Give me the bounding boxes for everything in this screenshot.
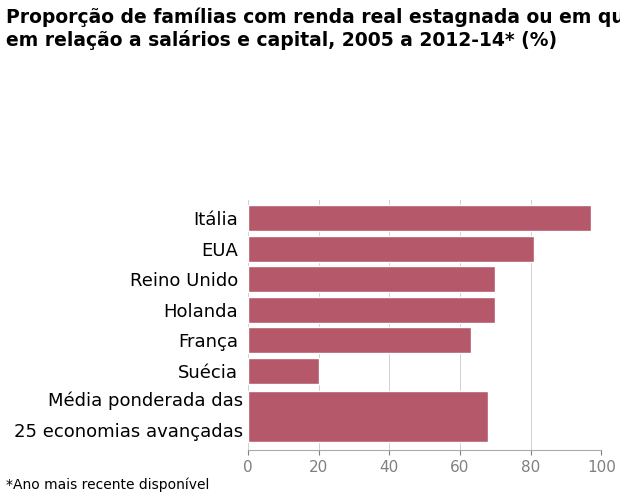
Text: Média ponderada das: Média ponderada das (48, 392, 242, 410)
Bar (248, 236, 534, 262)
Bar (248, 266, 495, 292)
Bar (248, 206, 591, 231)
Bar (248, 390, 489, 442)
Text: Proporção de famílias com renda real estagnada ou em queda
em relação a salários: Proporção de famílias com renda real est… (6, 8, 620, 50)
Bar (248, 297, 495, 322)
Text: 25 economias avançadas: 25 economias avançadas (14, 422, 242, 440)
Text: *Ano mais recente disponível: *Ano mais recente disponível (6, 478, 210, 492)
Bar (248, 358, 319, 384)
Bar (248, 328, 471, 353)
